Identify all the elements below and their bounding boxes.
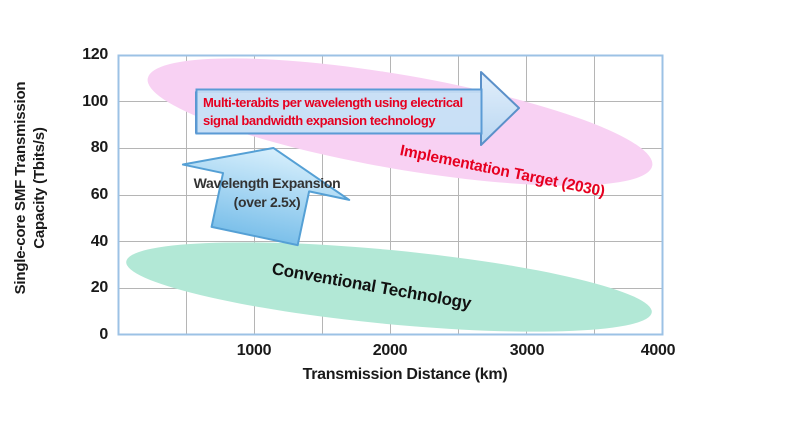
wavelength-expansion-arrow-icon bbox=[181, 146, 351, 247]
multi-terabits-label-box bbox=[195, 88, 483, 135]
y-tick-label: 40 bbox=[90, 233, 109, 250]
x-tick-label: 4000 bbox=[640, 342, 676, 359]
y-tick-label: 60 bbox=[90, 186, 109, 203]
x-tick-label: 3000 bbox=[509, 342, 545, 359]
x-tick-label: 2000 bbox=[372, 342, 408, 359]
wavelength-expansion-label: Wavelength Expansion (over 2.5x) bbox=[193, 175, 341, 210]
y-axis-title: Single-core SMF Transmission Capacity (T… bbox=[12, 81, 48, 295]
y-tick-label: 0 bbox=[99, 326, 108, 343]
multi-terabits-label: Multi-terabits per wavelength using elec… bbox=[203, 95, 463, 128]
y-tick-label: 100 bbox=[82, 93, 108, 110]
conventional-technology-ellipse bbox=[126, 242, 652, 332]
x-tick-label: 1000 bbox=[236, 342, 272, 359]
y-tick-label: 20 bbox=[90, 279, 109, 296]
x-axis-title: Transmission Distance (km) bbox=[302, 366, 508, 383]
y-tick-label: 120 bbox=[82, 46, 108, 63]
y-tick-label: 80 bbox=[90, 139, 109, 156]
plot-frame bbox=[117, 54, 664, 336]
